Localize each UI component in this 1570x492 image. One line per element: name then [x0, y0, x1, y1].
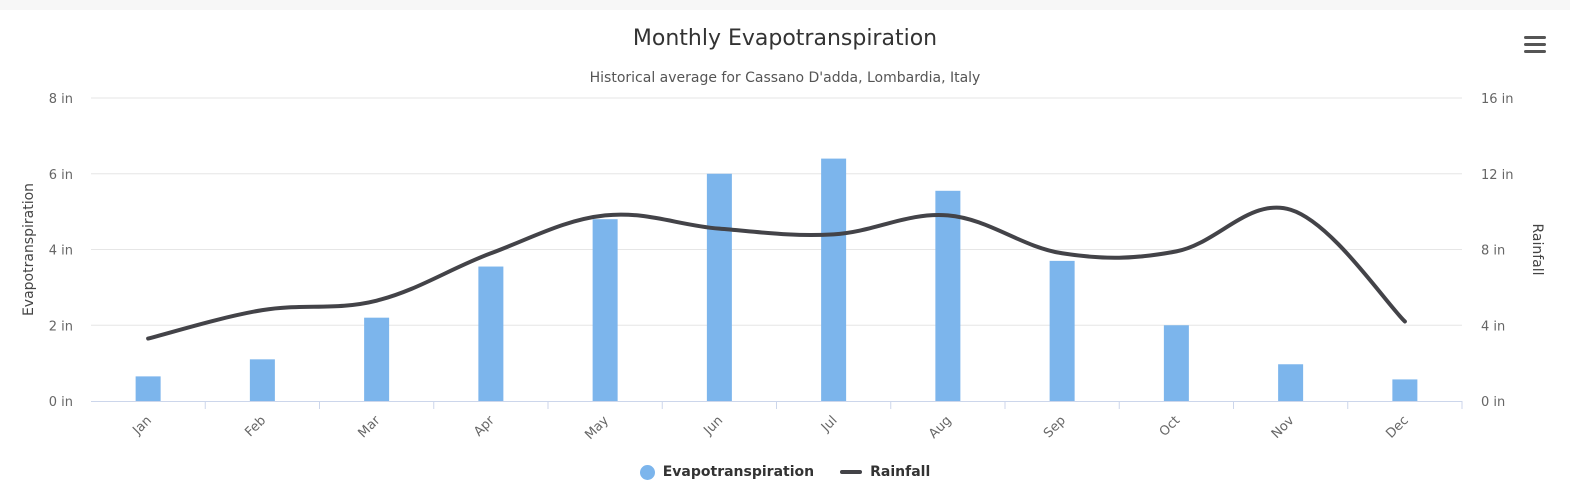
legend-label-evapotranspiration: Evapotranspiration: [662, 464, 815, 480]
legend: Evapotranspiration Rainfall: [0, 464, 1570, 480]
gridlines: [91, 97, 1462, 326]
x-tick-label: Oct: [1157, 413, 1184, 440]
x-tick-label: Apr: [471, 413, 498, 440]
legend-marker-rainfall: [840, 470, 863, 474]
chart-subtitle: Historical average for Cassano D'adda, L…: [589, 70, 981, 86]
rainfall-line-layer: [146, 205, 1407, 341]
x-tick-label: Dec: [1383, 413, 1411, 441]
bar-oct[interactable]: [1163, 325, 1189, 401]
y-left-tick-label: 8 in: [49, 92, 73, 107]
bar-jan[interactable]: [135, 376, 161, 401]
bar-aug[interactable]: [935, 190, 961, 401]
bar-sep[interactable]: [1049, 260, 1075, 401]
y-right-tick-label: 0 in: [1481, 395, 1505, 410]
y-left-tick-label: 4 in: [49, 244, 73, 259]
axes: 0 in 2 in 4 in 6 in 8 in 0 in 4 in 8 in 12 in 16 …: [21, 92, 1545, 443]
x-tick-label: Sep: [1041, 413, 1069, 441]
y-left-tick-label: 6 in: [49, 168, 73, 183]
bar-may[interactable]: [592, 219, 618, 401]
x-tick-label: Aug: [926, 413, 955, 442]
evapotranspiration-bars: [135, 158, 1418, 401]
bar-mar[interactable]: [364, 317, 390, 401]
x-tick-label: Nov: [1269, 413, 1298, 442]
y-left-tick-label: 0 in: [49, 395, 73, 410]
y-right-tick-label: 12 in: [1481, 168, 1514, 183]
y-right-tick-label: 8 in: [1481, 244, 1505, 259]
bar-jul[interactable]: [821, 158, 847, 401]
chart-container: Monthly Evapotranspiration Historical av…: [0, 10, 1570, 492]
legend-item-rainfall[interactable]: Rainfall: [840, 464, 930, 480]
bar-nov[interactable]: [1278, 364, 1304, 401]
x-tick-label: Jan: [129, 413, 154, 438]
x-tick-label: Feb: [242, 413, 269, 440]
y-right-tick-label: 4 in: [1481, 319, 1505, 334]
y-right-axis-title: Rainfall: [1529, 223, 1545, 275]
rainfall-line[interactable]: [146, 205, 1407, 341]
legend-label-rainfall: Rainfall: [870, 464, 931, 480]
bar-feb[interactable]: [249, 359, 275, 401]
x-tick-label: May: [582, 413, 612, 443]
x-tick-label: Mar: [356, 413, 384, 441]
chart-title: Monthly Evapotranspiration: [632, 26, 938, 51]
x-tick-label: Jul: [818, 413, 840, 435]
bar-dec[interactable]: [1392, 379, 1418, 401]
y-left-tick-label: 2 in: [49, 319, 73, 334]
y-right-tick-label: 16 in: [1481, 92, 1514, 107]
y-left-axis-title: Evapotranspiration: [21, 183, 37, 316]
legend-item-evapotranspiration[interactable]: Evapotranspiration: [639, 464, 815, 480]
bar-jun[interactable]: [706, 173, 732, 401]
x-tick-label: Jun: [701, 413, 727, 439]
bar-apr[interactable]: [478, 266, 504, 401]
hamburger-menu-icon[interactable]: [1522, 36, 1548, 58]
legend-marker-evapotranspiration: [639, 464, 655, 480]
